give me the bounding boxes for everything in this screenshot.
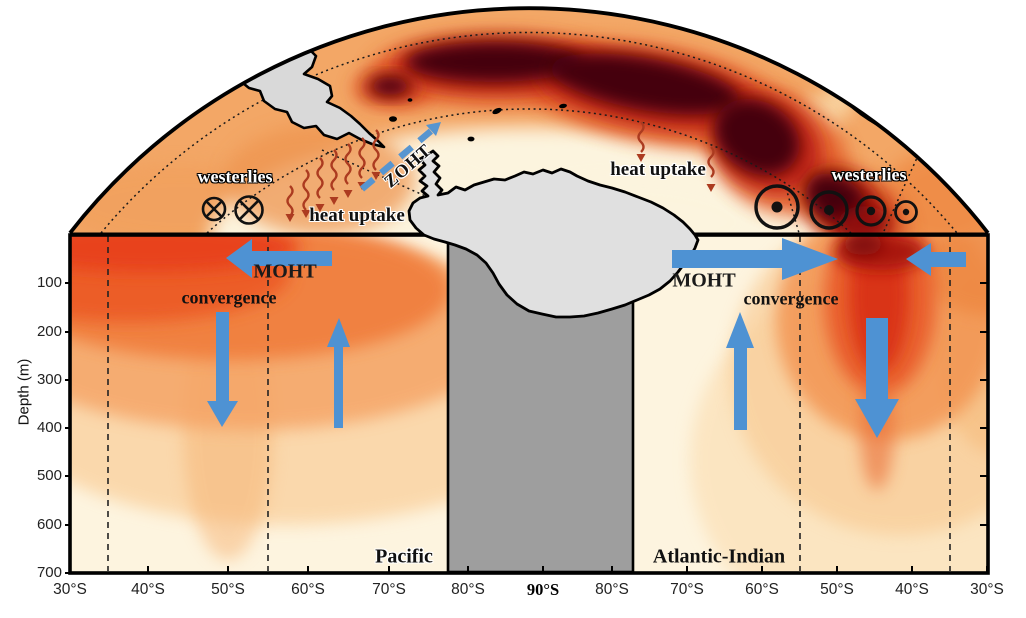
x-tick-label: 40°S	[131, 581, 165, 598]
westerlies-right-label: westerlies	[831, 164, 907, 185]
westerlies-left-label: westerlies	[197, 166, 273, 187]
downwelling-right-arrow	[855, 318, 899, 438]
moht-right-label: MOHT	[672, 269, 736, 292]
downwelling-left-arrow	[207, 312, 238, 427]
westerly-wind-symbols	[201, 184, 918, 230]
upwelling-right-arrow	[726, 312, 754, 430]
upwelling-left-arrow	[327, 318, 350, 428]
x-tick-label: 90°S	[526, 580, 560, 599]
depth-axis-title: Depth (m)	[15, 358, 33, 426]
heat-uptake-arrows	[285, 121, 716, 222]
x-tick-label: 50°S	[820, 581, 854, 598]
y-tick-label: 100	[36, 274, 62, 291]
x-tick-label: 30°S	[53, 581, 87, 598]
convergence-right-label: convergence	[743, 288, 839, 309]
x-tick-label: 50°S	[211, 581, 245, 598]
y-tick-label: 300	[36, 371, 62, 388]
wind-out-of-page-icon	[754, 184, 918, 230]
heat-uptake-right-label: heat uptake	[610, 159, 706, 180]
x-tick-label: 60°S	[291, 581, 325, 598]
x-tick-label: 40°S	[895, 581, 929, 598]
y-tick-label: 700	[36, 564, 62, 581]
x-tick-label: 70°S	[372, 581, 406, 598]
y-tick-label: 400	[36, 419, 62, 436]
x-tick-label: 70°S	[670, 581, 704, 598]
x-tick-label: 80°S	[451, 581, 485, 598]
moht-left-arrow	[226, 239, 332, 278]
pacific-basin-label: Pacific	[375, 545, 433, 568]
x-tick-label: 30°S	[970, 581, 1004, 598]
scotia-islands	[389, 98, 567, 142]
y-tick-label: 600	[36, 516, 62, 533]
atlantic-indian-basin-label: Atlantic-Indian	[652, 545, 786, 568]
moht-left-label: MOHT	[253, 260, 317, 283]
zoht-arrow	[359, 122, 441, 192]
x-tick-label: 80°S	[595, 581, 629, 598]
y-tick-label: 200	[36, 323, 62, 340]
x-tick-label: 60°S	[745, 581, 779, 598]
section-dashed-guides	[107, 236, 951, 571]
moht-right-arrow	[672, 238, 838, 280]
convergence-left-label: convergence	[181, 287, 277, 308]
heat-uptake-left-label: heat uptake	[309, 205, 405, 226]
circulation-arrows	[207, 238, 966, 438]
y-tick-label: 500	[36, 467, 62, 484]
wind-into-page-icon	[201, 195, 264, 225]
convergence-right-small-arrow	[906, 243, 966, 276]
